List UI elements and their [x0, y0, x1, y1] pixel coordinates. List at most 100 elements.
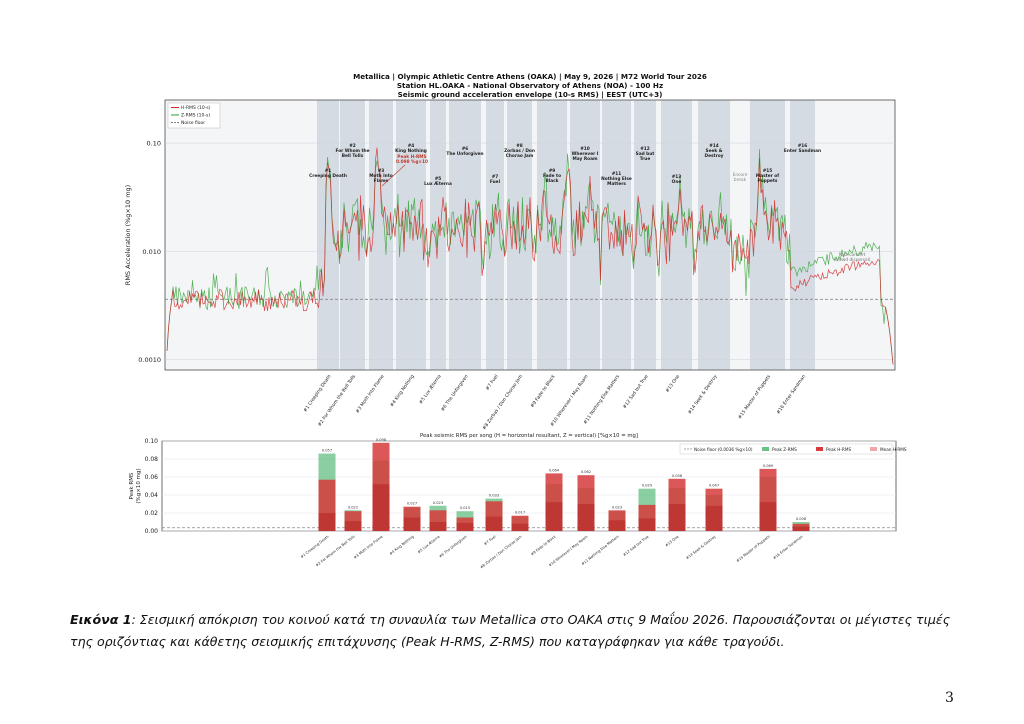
- bar-x-tick-label: #4 King Nothing: [389, 535, 415, 556]
- song-band-name: Sad but: [636, 151, 655, 157]
- song-band: [449, 100, 481, 370]
- figure-title-line-3: Seismic ground acceleration envelope (10…: [397, 90, 663, 100]
- caption-label: Εικόνα 1: [70, 612, 132, 627]
- figure-title-line-1: Metallica | Olympic Athletic Centre Athe…: [353, 72, 707, 81]
- y-tick-label: 0.010: [142, 248, 161, 256]
- bar-data-label: 0.023: [612, 505, 622, 509]
- song-band-number: #16: [798, 143, 808, 149]
- peak-rms-bar-chart: Peak seismic RMS per song (H = horizonta…: [129, 433, 907, 570]
- bar-y-tick-label: 0.06: [145, 474, 159, 481]
- bar-mean-h-rms: [705, 505, 723, 531]
- song-band-name: Creeping Death: [309, 173, 347, 179]
- song-band-number: #2: [349, 143, 356, 149]
- bar-data-label: 0.047: [709, 484, 719, 488]
- encore-annotation: Encore: [733, 172, 748, 178]
- bar-plot-area: [161, 440, 897, 532]
- bar-mean-h-rms: [511, 523, 529, 531]
- legend-label: Noise floor: [181, 120, 205, 126]
- song-band-name: Fade to: [543, 173, 561, 179]
- bar-data-label: 0.027: [407, 502, 417, 506]
- y-axis-label: RMS Acceleration (%g×10 mg): [124, 185, 132, 285]
- bar-x-tick-label: #12 Sad but True: [622, 534, 650, 557]
- song-band-number: #15: [763, 168, 773, 174]
- bar-data-label: 0.098: [376, 438, 387, 442]
- peak-annotation-arrow: [381, 164, 406, 187]
- song-band-name: Moth Into: [369, 173, 393, 179]
- bar-y-axis-label: Peak RMS: [129, 472, 135, 499]
- bar-x-tick-label: #6 The Unforgiven: [438, 535, 467, 559]
- song-band-number: #11: [612, 171, 622, 177]
- song-band-number: #13: [672, 174, 682, 180]
- post-concert-annotation: (crowd dispersal): [834, 257, 871, 263]
- song-band-name: Puppets: [758, 178, 778, 184]
- bar-mean-h-rms: [545, 502, 563, 531]
- bar-x-tick-label: #16 Enter Sandman: [772, 535, 803, 561]
- song-band-number: #4: [408, 143, 415, 149]
- song-band-name: Lux Æterna: [424, 181, 452, 187]
- song-band-number: #14: [709, 143, 719, 149]
- bar-x-tick-label: #15 Master of Puppets: [736, 535, 771, 564]
- bar-legend-label: Noise floor (0.0036 %g×10): [694, 447, 753, 452]
- song-band-number: #1: [325, 168, 332, 174]
- bar-mean-h-rms: [344, 521, 362, 531]
- seismic-envelope-chart: 0.0010 0.010 0.10 RMS Acceleration (%g×10 m…: [124, 99, 896, 430]
- bar-data-label: 0.023: [433, 501, 443, 505]
- song-band-name: King Nothing: [395, 148, 427, 154]
- song-band-number: #9: [549, 168, 556, 174]
- bar-mean-h-rms: [608, 520, 626, 531]
- song-band-name: Fuel: [490, 179, 501, 185]
- bar-data-label: 0.015: [460, 506, 470, 510]
- bar-mean-h-rms: [403, 517, 421, 531]
- song-band-number: #3: [378, 168, 385, 174]
- song-band-name: Master of: [756, 173, 779, 179]
- peak-annotation: 0.098 %g×10: [396, 159, 428, 165]
- song-band-number: #6: [462, 146, 469, 152]
- figure-caption: Εικόνα 1: Σεισμική απόκριση του κοινού κ…: [70, 609, 960, 653]
- bar-mean-h-rms: [638, 518, 656, 531]
- bar-y-tick-label: 0.10: [145, 438, 159, 445]
- song-band-name: For Whom the: [335, 148, 369, 154]
- song-band-name: True: [640, 156, 651, 162]
- bar-mean-h-rms: [668, 504, 686, 531]
- bar-legend-label: Mean H-RMS: [880, 447, 907, 452]
- bar-x-tick-label: #9 Fade to Black: [530, 534, 557, 556]
- bar-legend-label: Peak H-RMS: [826, 447, 851, 452]
- song-band-name: Nothing Else: [601, 176, 632, 182]
- bar-x-tick-label: #5 Lux Æterna: [417, 535, 441, 555]
- song-band-name: May Roam: [573, 156, 599, 162]
- song-band-number: #12: [640, 146, 650, 152]
- bar-chart-title: Peak seismic RMS per song (H = horizonta…: [420, 433, 638, 439]
- legend-label: H-RMS (10-s): [181, 105, 211, 111]
- bar-mean-h-rms: [318, 513, 336, 531]
- bar-mean-h-rms: [759, 502, 777, 531]
- post-concert-annotation: Post-concert: [839, 252, 866, 258]
- bar-data-label: 0.008: [796, 517, 807, 521]
- h-rms-series-line: [166, 147, 894, 365]
- figure-title: Metallica | Olympic Athletic Centre Athe…: [300, 72, 760, 100]
- song-band-name: Flame: [374, 178, 389, 184]
- song-band-name: Chorao Jam: [506, 153, 534, 159]
- figure-title-line-2: Station HL.OAKA - National Observatory o…: [396, 81, 664, 91]
- bar-legend-label: Peak Z-RMS: [772, 447, 797, 452]
- bar-data-label: 0.057: [322, 449, 332, 453]
- bar-y-tick-label: 0.00: [145, 528, 159, 535]
- bar-y-tick-label: 0.02: [145, 510, 159, 517]
- song-band-number: #10: [580, 146, 590, 152]
- bar-mean-h-rms: [456, 522, 474, 531]
- song-band: [317, 100, 339, 370]
- bar-legend-box: [679, 443, 893, 455]
- bar-legend-swatch: [762, 447, 769, 451]
- song-band-name: Bell Tolls: [342, 153, 364, 159]
- song-band-number: #8: [516, 143, 523, 149]
- peak-annotation: Peak H-RMS: [397, 154, 426, 160]
- song-band: [634, 100, 656, 370]
- bar-legend-swatch: [870, 447, 877, 451]
- bar-data-label: 0.062: [581, 470, 591, 474]
- bar-mean-h-rms: [577, 504, 595, 531]
- song-band-number: #7: [492, 174, 499, 180]
- bar-x-tick-label: #3 Moth Into Flame: [353, 534, 384, 560]
- bar-mean-h-rms: [792, 526, 810, 531]
- bar-y-tick-label: 0.08: [145, 456, 159, 463]
- y-tick-label: 0.0010: [138, 356, 161, 364]
- song-band-name: Destroy: [705, 153, 724, 159]
